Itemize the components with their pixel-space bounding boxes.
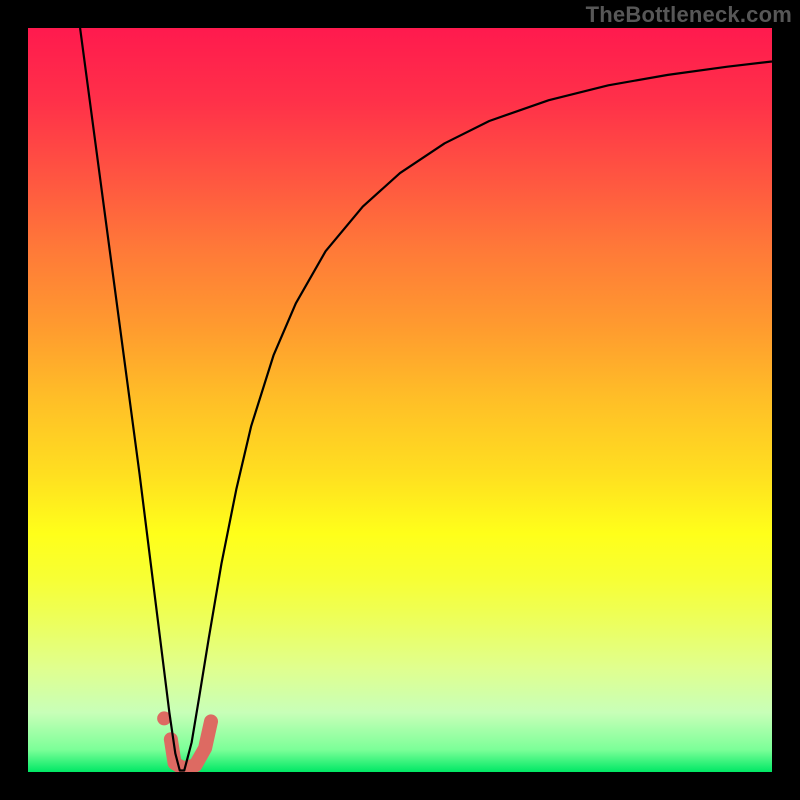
watermark-text: TheBottleneck.com <box>586 2 792 28</box>
chart-frame: TheBottleneck.com <box>0 0 800 800</box>
gradient-background <box>28 28 772 772</box>
plot-svg <box>28 28 772 772</box>
plot-area <box>28 28 772 772</box>
